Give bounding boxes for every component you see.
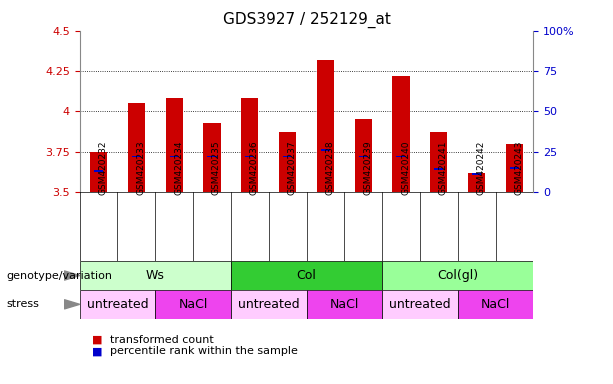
Text: GSM420236: GSM420236 (250, 141, 259, 195)
Bar (472, 173, 481, 175)
Bar (132, 156, 141, 157)
Text: Col(gl): Col(gl) (437, 269, 478, 282)
Bar (170, 156, 179, 157)
Text: GSM420240: GSM420240 (401, 141, 410, 195)
Bar (321, 149, 330, 151)
Bar (359, 156, 368, 157)
Text: GSM420239: GSM420239 (363, 141, 372, 195)
Text: percentile rank within the sample: percentile rank within the sample (110, 346, 298, 356)
Bar (283, 156, 292, 157)
Bar (458, 290, 533, 319)
Text: GSM420235: GSM420235 (212, 141, 221, 195)
Text: GSM420233: GSM420233 (136, 141, 145, 195)
Bar (128, 103, 145, 192)
Text: transformed count: transformed count (110, 335, 214, 345)
Text: GSM420242: GSM420242 (477, 141, 485, 195)
Text: ■: ■ (92, 346, 102, 356)
Bar (434, 169, 443, 170)
Bar (204, 122, 221, 192)
Text: GSM420234: GSM420234 (174, 141, 183, 195)
Bar (242, 98, 258, 192)
Bar (468, 173, 485, 192)
Bar (231, 290, 306, 319)
Text: NaCl: NaCl (330, 298, 359, 311)
Text: NaCl: NaCl (178, 298, 208, 311)
Bar (155, 290, 231, 319)
Polygon shape (64, 300, 80, 309)
Bar (245, 156, 254, 157)
Bar (317, 60, 334, 192)
Text: NaCl: NaCl (481, 298, 510, 311)
Bar (430, 132, 447, 192)
Text: untreated: untreated (86, 298, 148, 311)
Bar (355, 119, 371, 192)
Bar (392, 76, 409, 192)
Text: Ws: Ws (146, 269, 165, 282)
Text: stress: stress (6, 299, 39, 310)
Bar (382, 290, 458, 319)
Bar (397, 156, 406, 157)
Text: GSM420238: GSM420238 (326, 141, 335, 195)
Text: untreated: untreated (389, 298, 451, 311)
Bar (279, 132, 296, 192)
Text: ■: ■ (92, 335, 102, 345)
Text: GSM420241: GSM420241 (439, 141, 448, 195)
Bar (166, 98, 183, 192)
Bar (207, 156, 216, 157)
Bar (231, 261, 382, 290)
Bar (90, 152, 107, 192)
Text: untreated: untreated (238, 298, 300, 311)
Bar (306, 290, 382, 319)
Text: GSM420237: GSM420237 (287, 141, 297, 195)
Text: genotype/variation: genotype/variation (6, 270, 112, 281)
Bar (382, 261, 533, 290)
Bar (80, 290, 155, 319)
Polygon shape (64, 271, 80, 280)
Bar (94, 170, 103, 172)
Text: GSM420243: GSM420243 (514, 141, 524, 195)
Text: Col: Col (297, 269, 316, 282)
Bar (506, 144, 523, 192)
Text: GDS3927 / 252129_at: GDS3927 / 252129_at (223, 12, 390, 28)
Text: GSM420232: GSM420232 (99, 141, 108, 195)
Bar (510, 167, 519, 169)
Bar (80, 261, 231, 290)
